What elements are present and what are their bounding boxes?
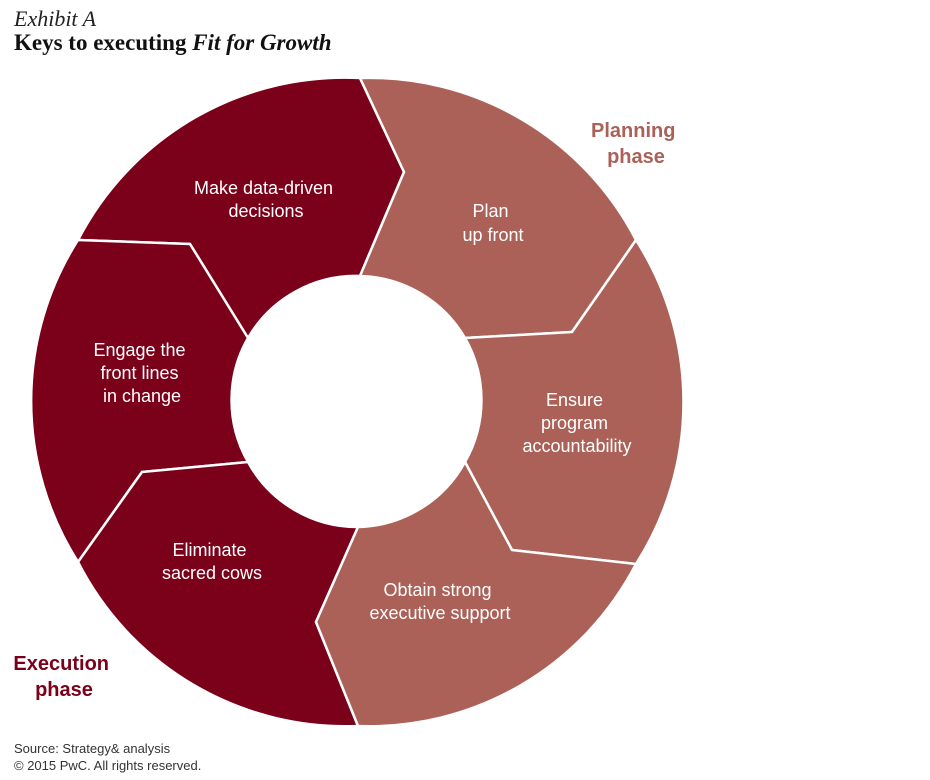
label-line: front lines — [100, 363, 178, 383]
segment-engage-front-lines — [29, 238, 250, 564]
label-line: Plan — [472, 201, 508, 221]
label-make-data-driven-decisions: Make data-driven decisions — [194, 178, 338, 221]
segment-ensure-program-accountability — [463, 238, 685, 566]
label-engage-front-lines: Engage the front lines in change — [93, 340, 190, 406]
label-line: Make data-driven — [194, 178, 333, 198]
segment-obtain-executive-support — [314, 460, 638, 728]
label-ensure-program-accountability: Ensure program accountability — [522, 390, 631, 456]
execution-phase-label: Execution phase — [13, 653, 114, 701]
label-obtain-executive-support: Obtain strong executive support — [369, 580, 510, 623]
title-prefix: Keys to executing — [14, 30, 193, 55]
label-plan-up-front: Plan up front — [462, 201, 523, 245]
exhibit-label: Exhibit A — [14, 6, 97, 31]
label-line: in change — [103, 386, 181, 406]
segment-make-data-driven-decisions — [76, 76, 406, 340]
page-title: Keys to executing Fit for Growth — [14, 30, 332, 56]
planning-phase-label: Planning phase — [591, 120, 681, 168]
phase-label-line: phase — [607, 146, 665, 168]
label-line: Eliminate — [172, 540, 246, 560]
label-eliminate-sacred-cows: Eliminate sacred cows — [162, 540, 262, 583]
label-line: up front — [462, 225, 523, 245]
phase-label-line: Planning — [591, 120, 675, 142]
segment-plan-up-front — [358, 76, 638, 340]
label-line: sacred cows — [162, 563, 262, 583]
phase-label-line: phase — [35, 679, 93, 701]
label-line: Obtain strong — [383, 580, 491, 600]
label-line: decisions — [228, 201, 303, 221]
copyright-note: © 2015 PwC. All rights reserved. — [14, 758, 202, 773]
title-emphasis: Fit for Growth — [192, 30, 332, 55]
label-line: Ensure — [546, 390, 603, 410]
label-line: accountability — [522, 436, 631, 456]
phase-label-line: Execution — [13, 653, 109, 675]
label-line: program — [541, 413, 608, 433]
label-line: executive support — [369, 603, 510, 623]
segment-eliminate-sacred-cows — [76, 460, 360, 728]
source-note: Source: Strategy& analysis — [14, 741, 171, 756]
label-line: Engage the — [93, 340, 185, 360]
